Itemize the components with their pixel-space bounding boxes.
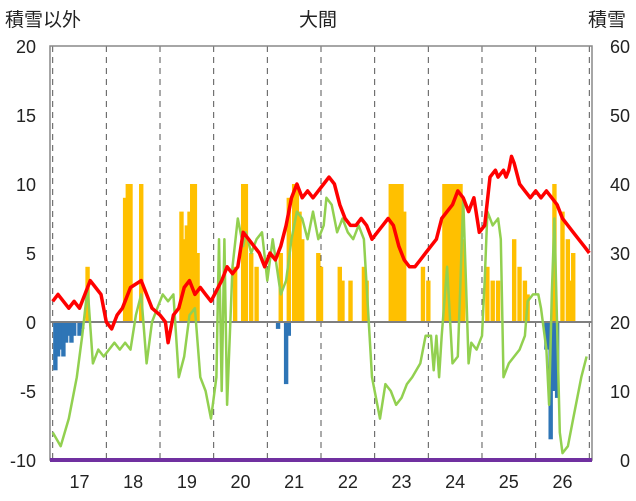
y-left-tick-label: 5: [26, 244, 36, 264]
bar: [283, 322, 289, 385]
bar: [300, 239, 305, 322]
bar: [455, 184, 461, 322]
bar: [544, 322, 549, 350]
bar: [522, 280, 528, 322]
bar: [401, 211, 407, 322]
bar: [391, 184, 396, 322]
bar: [275, 322, 281, 329]
bar: [348, 280, 353, 322]
bar: [139, 184, 144, 322]
bar: [318, 266, 324, 322]
y-left-tick-label: 15: [16, 106, 36, 126]
y-left-tick-label: -5: [20, 382, 36, 402]
x-tick-label: 22: [338, 472, 358, 492]
bar: [179, 211, 184, 322]
x-tick-label: 18: [123, 472, 143, 492]
bar: [450, 184, 455, 322]
bar: [53, 322, 58, 371]
bar: [485, 266, 490, 322]
y-right-tick-label: 40: [610, 175, 630, 195]
bar: [187, 211, 192, 322]
bar: [297, 211, 302, 322]
bar: [511, 239, 517, 322]
bar: [63, 322, 69, 343]
y-right-tick-label: 30: [610, 244, 630, 264]
y-left-tick-label: -10: [10, 451, 36, 471]
bar: [71, 322, 77, 336]
bar: [77, 322, 82, 336]
bar: [442, 184, 447, 322]
y-left-tick-label: 20: [16, 37, 36, 57]
y-right-tick-label: 10: [610, 382, 630, 402]
bar: [550, 322, 556, 391]
bar: [452, 184, 458, 322]
bar: [128, 184, 133, 322]
x-tick-label: 23: [391, 472, 411, 492]
bar: [495, 280, 501, 322]
bar: [249, 253, 254, 322]
bar: [568, 280, 573, 322]
bar: [254, 266, 259, 322]
bar: [232, 266, 238, 322]
bar: [240, 184, 246, 322]
left-axis-label: 積雪以外: [5, 9, 81, 31]
bar: [291, 184, 297, 322]
plot-area: -10 -5 0 5 10 15 20 0 10 20 30 40 50 60 17 18 19 20 21 22 23…: [10, 37, 630, 492]
x-tick-label: 24: [445, 472, 465, 492]
bar: [461, 239, 466, 322]
bar: [58, 322, 63, 350]
bar: [340, 280, 345, 322]
bar: [388, 184, 393, 322]
bar: [490, 280, 495, 322]
bar: [184, 225, 190, 322]
bar: [337, 266, 342, 322]
bar: [560, 211, 565, 322]
series-line-1: [51, 196, 588, 455]
x-tick-label: 26: [552, 472, 572, 492]
y-right-tick-label: 60: [610, 37, 630, 57]
bar: [195, 253, 200, 322]
y-left-tick-label: 0: [26, 313, 36, 333]
bar: [565, 239, 571, 322]
bar: [61, 322, 66, 357]
series-line-2: [51, 154, 591, 345]
bar: [396, 184, 402, 322]
y-right-tick-label: 0: [620, 451, 630, 471]
x-tick-label: 20: [230, 472, 250, 492]
bar: [286, 322, 292, 336]
x-tick-label: 19: [177, 472, 197, 492]
bar: [66, 322, 71, 336]
bar: [125, 184, 131, 322]
y-right-tick-label: 20: [610, 313, 630, 333]
bar: [55, 322, 61, 357]
x-tick-label: 21: [284, 472, 304, 492]
bar: [190, 184, 195, 322]
y-left-tick-label: 10: [16, 175, 36, 195]
bar: [192, 184, 198, 322]
bar: [294, 184, 300, 322]
bar: [426, 280, 431, 322]
bar: [517, 266, 522, 322]
bar: [316, 253, 321, 322]
bar: [69, 322, 74, 343]
chart-title: 大間: [299, 9, 337, 31]
y-right-tick-label: 50: [610, 106, 630, 126]
bar: [571, 253, 576, 322]
bar: [420, 266, 426, 322]
bar: [393, 184, 399, 322]
x-tick-label: 25: [499, 472, 519, 492]
x-tick-label: 17: [69, 472, 89, 492]
bar: [361, 266, 367, 322]
bar: [122, 197, 128, 322]
bar: [444, 184, 450, 322]
bar: [243, 184, 249, 322]
right-axis-label: 積雪: [588, 9, 626, 31]
bar: [447, 184, 452, 322]
bar: [181, 239, 187, 322]
